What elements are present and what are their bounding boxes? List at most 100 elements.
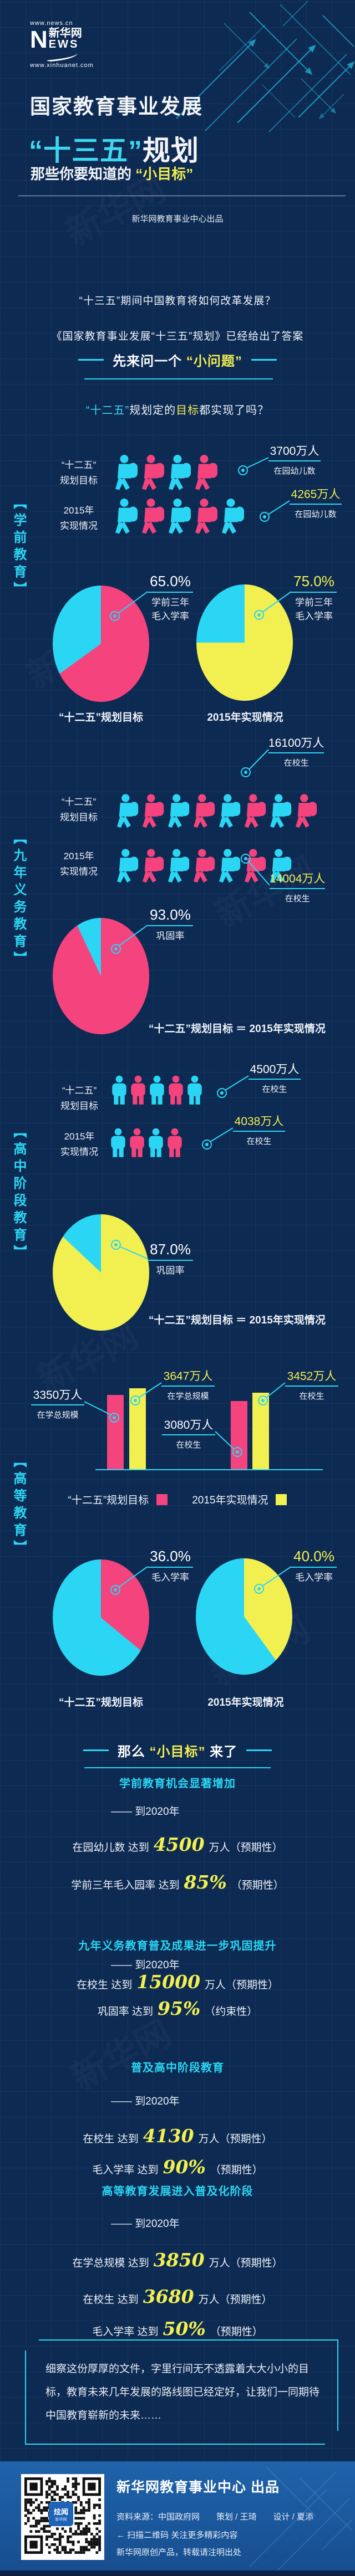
pie-label-higher-plan: 36.0% 毛入学率 xyxy=(148,1548,193,1584)
legend-swatch-plan xyxy=(156,1494,168,1505)
closing-box-frame xyxy=(39,2339,338,2431)
title-highlight: “十三五” xyxy=(29,135,143,166)
row-label: 2015年 实现情况 xyxy=(60,505,98,531)
pie-nineyear xyxy=(53,918,149,1034)
pie-caption: 2015年实现情况 xyxy=(207,712,283,723)
pie-caption: “十二五”规划目标 xyxy=(58,712,143,723)
person-icon xyxy=(195,499,217,534)
person-icon xyxy=(142,499,164,534)
bar-plan-scale xyxy=(107,1395,124,1469)
pie-label-nineyear: 93.0% 巩固率 xyxy=(148,906,193,943)
decorative-arrow-lines xyxy=(176,1,355,132)
footer-title: 新华网教育事业中心 出品 xyxy=(116,2480,280,2495)
callout-higher-plan-scale: 3350万人 在学总规模 xyxy=(31,1386,84,1420)
legend-swatch-actual xyxy=(276,1494,287,1505)
pie-label-highschool: 87.0% 巩固率 xyxy=(148,1241,193,1277)
logo-mark: N 新华网 EWS xyxy=(30,26,82,53)
pictogram-row-nineyear-actual xyxy=(117,844,293,889)
goal-item: 在学总规模 达到 3850 万人（预期性） xyxy=(72,2249,283,2271)
person-icon xyxy=(111,1128,125,1157)
goal-title-higher: 高等教育发展进入普及化阶段 xyxy=(102,2185,253,2198)
goal-deadline: —— 到2020年 xyxy=(111,1959,180,1971)
row-label: “十二五” 规划目标 xyxy=(60,460,98,486)
qr-code-box xyxy=(21,2474,104,2560)
callout-higher-actual-scale: 3647万人 在学总规模 xyxy=(161,1367,215,1402)
closing-paragraph: 细察这份厚厚的文件，字里行间无不透露着大大小小的目标，教育未来几年发展的路线图已… xyxy=(45,2363,320,2421)
heading-underline xyxy=(84,378,273,379)
person-icon xyxy=(130,1128,144,1157)
pictogram-row-highschool-plan xyxy=(111,1068,203,1112)
left-arrow-icon: ← xyxy=(116,2531,125,2540)
row-label: “十二五” 规划目标 xyxy=(60,1085,98,1111)
section-label-highschool: 【高中阶段教育】 xyxy=(11,1125,26,1262)
section-label-nineyear: 【九年义务教育】 xyxy=(11,831,26,968)
goal-item: 毛入学率 达到 50% （预期性） xyxy=(92,2318,263,2339)
callout-preschool-actual: 4265万人 在园幼儿数 xyxy=(290,485,342,520)
row-label: 2015年 实现情况 xyxy=(60,851,98,877)
qr-code xyxy=(24,2477,101,2554)
goal-item: 在校生 达到 15000 万人（预期性） xyxy=(76,1971,279,1993)
person-icon xyxy=(112,1075,126,1105)
callout-preschool-plan: 3700万人 在园幼儿数 xyxy=(268,442,321,476)
bar-actual-scale xyxy=(129,1388,146,1469)
goal-deadline: —— 到2020年 xyxy=(111,1806,180,1818)
goal-item: 在园幼儿数 达到 4500 万人（预期性） xyxy=(72,1834,283,1855)
person-icon xyxy=(143,849,164,883)
person-icon xyxy=(150,1075,164,1105)
logo-url-top: www.news.cn xyxy=(30,20,73,27)
pie-preschool-actual xyxy=(196,584,293,701)
xinhuanet-logo: www.news.cn N 新华网 EWS www.xinhuanet.com xyxy=(30,20,94,69)
bar-plan-students xyxy=(231,1401,247,1469)
page-subtitle: 那些你要知道的 “小目标” xyxy=(31,166,194,182)
bar-legend: “十二五”规划目标 2015年实现情况 xyxy=(0,1492,355,1507)
goal-title-preschool: 学前教育机会显著增加 xyxy=(119,1778,236,1790)
person-icon xyxy=(169,499,191,534)
row-label: 2015年 实现情况 xyxy=(60,1131,98,1157)
person-icon xyxy=(219,794,241,828)
pictogram-row-preschool-plan xyxy=(115,454,220,491)
callout-higher-actual-students: 3452万人 在校生 xyxy=(285,1367,338,1402)
heading-dash-right xyxy=(246,1749,272,1751)
heading-dash-left xyxy=(78,359,104,361)
goal-item: 巩固率 达到 95% （约束性） xyxy=(97,1998,258,2019)
page-title-line1: 国家教育事业发展 xyxy=(30,95,203,118)
section-heading-goals: 那么 “小目标” 来了 xyxy=(0,1741,355,1760)
person-icon xyxy=(219,849,241,883)
person-icon xyxy=(131,1075,145,1105)
pie-label-preschool-actual: 75.0% 学前三年 毛入学率 xyxy=(291,573,337,623)
person-icon xyxy=(245,849,266,883)
footer-credits: 资料来源：中国政府网 策划 / 王琦 设计 / 夏添 xyxy=(116,2512,314,2522)
person-icon xyxy=(169,1075,183,1105)
pie-preschool-plan xyxy=(53,586,149,702)
heading-dash-right xyxy=(251,359,277,361)
bottom-strip xyxy=(0,2570,355,2576)
equality-note: “十二五”规划目标 ＝ 2015年实现情况 xyxy=(149,1315,326,1326)
callout-highschool-actual: 4038万人 在校生 xyxy=(233,1112,285,1147)
pie-caption: “十二五”规划目标 xyxy=(58,1697,143,1708)
logo-swoosh xyxy=(46,52,78,62)
goal-title-highschool: 普及高中阶段教育 xyxy=(131,2062,224,2074)
pictogram-row-highschool-actual xyxy=(110,1121,183,1164)
pie-highschool xyxy=(53,1214,149,1331)
closing-box-frame xyxy=(25,2351,325,2445)
section-label-preschool: 【学前教育】 xyxy=(11,496,26,599)
pie-label-preschool-plan: 65.0% 学前三年 毛入学率 xyxy=(148,573,193,623)
person-icon xyxy=(270,849,292,883)
goal-item: 毛入学率 达到 90% （预期性） xyxy=(92,2156,263,2178)
person-icon xyxy=(187,1075,202,1105)
logo-url-bottom: www.xinhuanet.com xyxy=(30,62,94,69)
pie-higher-plan xyxy=(53,1559,149,1676)
person-icon xyxy=(169,455,191,490)
qr-center-logo: 炫闻 新华网 xyxy=(49,2502,73,2526)
goal-title-nineyear: 九年义务教育普及成果进一步巩固提升 xyxy=(78,1940,277,1952)
intro-question-1: “十三五”期间中国教育将如何改革发展？ xyxy=(79,295,276,307)
person-icon xyxy=(117,794,139,828)
goal-item: 在校生 达到 3680 万人（预期性） xyxy=(83,2286,272,2307)
callout-nineyear-plan: 16100万人 在校生 xyxy=(268,734,324,768)
person-icon xyxy=(270,794,292,828)
heading-dash-left xyxy=(83,1749,109,1751)
person-icon xyxy=(143,794,164,828)
bar-actual-students xyxy=(252,1393,269,1469)
pictogram-row-nineyear-plan xyxy=(117,789,319,834)
